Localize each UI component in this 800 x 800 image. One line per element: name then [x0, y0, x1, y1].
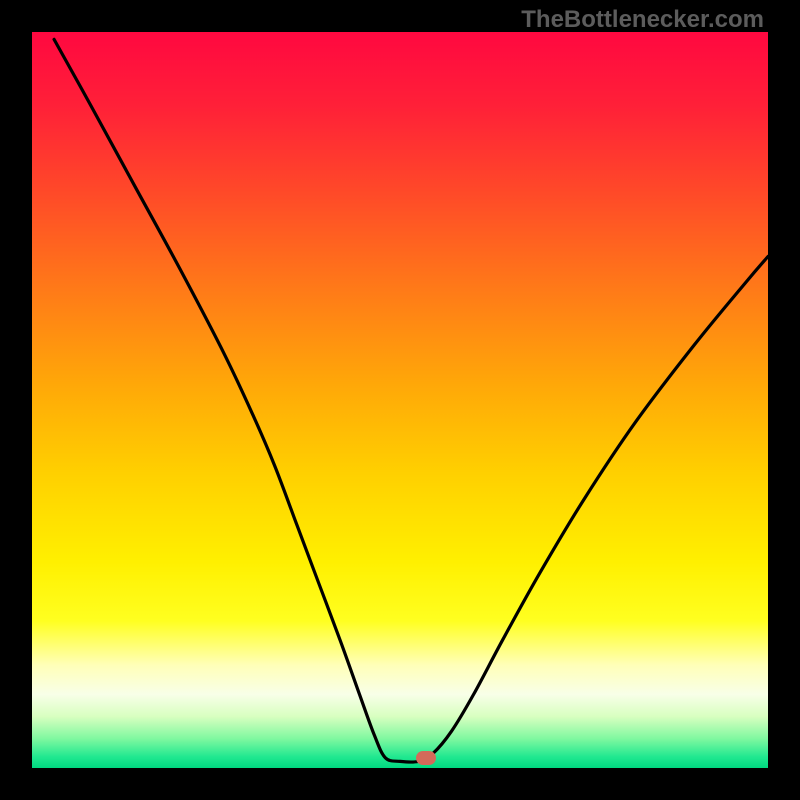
bottleneck-curve-path [54, 39, 768, 762]
plot-area [32, 32, 768, 768]
bottleneck-curve [32, 32, 768, 768]
optimum-marker [416, 751, 436, 765]
watermark-text: TheBottlenecker.com [521, 6, 764, 34]
